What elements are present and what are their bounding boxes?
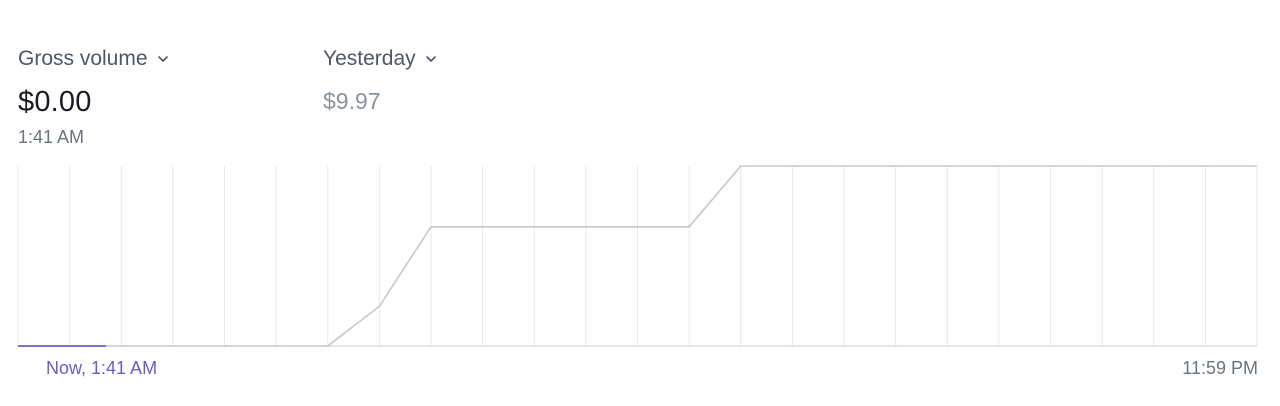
chevron-down-icon (157, 56, 168, 62)
metric-selector[interactable]: Gross volume (18, 44, 170, 74)
metric-value: $0.00 (18, 86, 92, 118)
metric-label: Gross volume (18, 47, 148, 70)
series-line-yesterday (18, 165, 1257, 347)
x-axis-end-label: 11:59 PM (1182, 358, 1258, 378)
comparison-label: Yesterday (323, 47, 416, 70)
x-axis-start-label: Now, 1:41 AM (46, 358, 158, 378)
metric-block: Gross volume $0.00 1:41 AM (18, 44, 170, 148)
comparison-block: Yesterday $9.97 (323, 44, 438, 115)
comparison-selector[interactable]: Yesterday (323, 44, 438, 74)
metric-time: 1:41 AM (18, 127, 85, 147)
chevron-down-icon (425, 56, 436, 62)
comparison-value: $9.97 (323, 88, 381, 114)
